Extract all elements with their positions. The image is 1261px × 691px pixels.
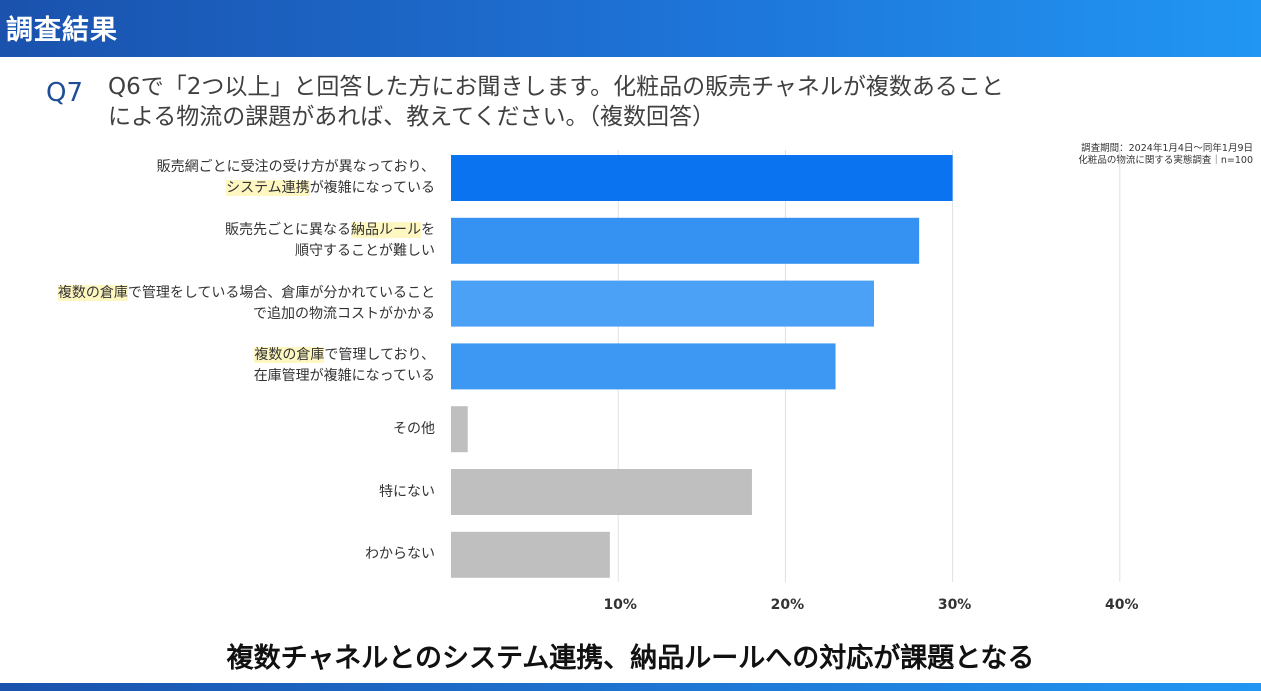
category-label-line: 複数の倉庫で管理をしている場合、倉庫が分かれていること <box>57 283 435 304</box>
survey-sample: 化粧品の物流に関する実態調査｜n=100 <box>1078 155 1253 166</box>
category-label-line: システム連携が複雑になっている <box>157 178 435 199</box>
label-text: を <box>421 221 435 238</box>
category-label: その他 <box>393 419 435 440</box>
tick-label: 40% <box>1105 597 1139 613</box>
bar <box>451 217 920 264</box>
label-text: 販売先ごとに異なる <box>225 221 351 238</box>
category-label-line: で追加の物流コストがかかる <box>58 304 435 325</box>
category-label: 複数の倉庫で管理しており、在庫管理が複雑になっている <box>254 345 435 387</box>
category-label-line: 販売先ごとに異なる納品ルールを <box>225 220 435 241</box>
label-text: 順守することが難しい <box>295 242 435 259</box>
label-text: 販売網ごとに受注の受け方が異なっており、 <box>156 159 435 175</box>
label-text: が複雑になっている <box>309 180 435 196</box>
label-text: で追加の物流コストがかかる <box>253 305 435 322</box>
category-label-line: 在庫管理が複雑になっている <box>254 366 435 387</box>
page-title: 調査結果 <box>6 15 118 46</box>
highlighted-text: 複数の倉庫 <box>57 284 128 301</box>
question-line-1: Q6で「2つ以上」と回答した方にお聞きします。化粧品の販売チャネルが複数あること <box>108 74 1004 100</box>
highlighted-text: システム連携 <box>226 180 310 196</box>
label-text: で管理をしている場合、倉庫が分かれていること <box>127 284 435 301</box>
category-label: 複数の倉庫で管理をしている場合、倉庫が分かれていること で追加の物流コストがかかる <box>57 283 435 325</box>
category-label-line: わからない <box>365 544 435 565</box>
category-label: わからない <box>365 544 435 565</box>
bar <box>451 406 468 453</box>
label-text: その他 <box>393 420 435 437</box>
label-text: 特にない <box>379 483 435 500</box>
highlighted-text: 複数の倉庫 <box>254 347 325 364</box>
question-number: Q7 <box>46 78 84 108</box>
question-line-2: による物流の課題があれば、教えてください。（複数回答） <box>108 104 715 130</box>
category-label-line: 順守することが難しい <box>225 241 435 262</box>
bar <box>451 280 875 327</box>
category-label-line: 特にない <box>379 482 435 503</box>
label-text: わからない <box>365 546 435 563</box>
conclusion-text: 複数チャネルとのシステム連携、納品ルールへの対応が課題となる <box>226 643 1035 674</box>
tick-label: 20% <box>771 597 805 613</box>
category-label: 特にない <box>379 482 435 503</box>
category-label: 販売網ごとに受注の受け方が異なっており、システム連携が複雑になっている <box>157 157 435 199</box>
category-label-line: 販売網ごとに受注の受け方が異なっており、 <box>157 157 435 178</box>
label-text: で管理しており、 <box>324 347 435 364</box>
header-bar: 調査結果 <box>0 0 1261 57</box>
tick-label: 30% <box>938 597 972 613</box>
survey-note: 調査期間：2024年1月4日～同年1月9日 化粧品の物流に関する実態調査｜n=1… <box>1078 143 1253 167</box>
tick-label: 10% <box>603 597 637 613</box>
category-label-line: 複数の倉庫で管理しており、 <box>254 345 435 366</box>
category-label-line: その他 <box>393 419 435 440</box>
highlighted-text: 納品ルール <box>351 221 421 238</box>
bar-chart: 10% 20% 30% 40% <box>451 150 1139 613</box>
bar <box>451 343 836 390</box>
survey-period: 調査期間：2024年1月4日～同年1月9日 <box>1081 143 1253 154</box>
question-text: Q6で「2つ以上」と回答した方にお聞きします。化粧品の販売チャネルが複数あること… <box>108 72 1108 132</box>
footer-bar <box>0 683 1261 691</box>
label-text: 在庫管理が複雑になっている <box>253 368 435 385</box>
bar <box>451 469 752 515</box>
category-label: 販売先ごとに異なる納品ルールを 順守することが難しい <box>225 220 435 262</box>
bar <box>451 155 953 201</box>
bar <box>451 531 610 578</box>
